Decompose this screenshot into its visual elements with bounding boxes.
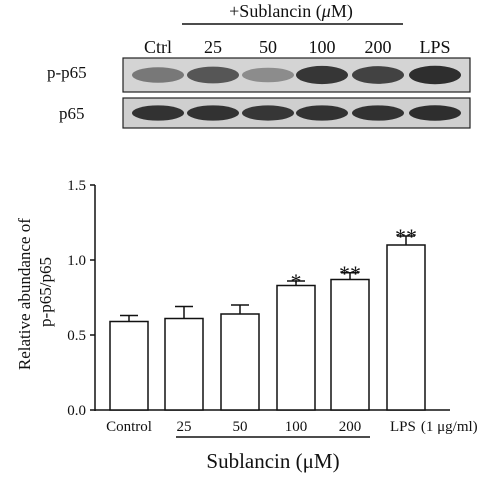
bar [276,284,316,411]
bands-p-p65 [132,65,461,85]
y-tick-label: 0.0 [67,403,86,419]
band-p65 [242,105,294,121]
lane-label: 100 [309,37,336,57]
y-ticks: 0.0 0.5 1.0 1.5 [67,178,95,419]
x-tick-label: 50 [233,419,248,435]
band-p-p65 [132,67,184,83]
band-p-p65 [409,65,461,85]
band-p65 [296,105,348,121]
band-p-p65 [187,66,239,84]
treatment-label: +Sublancin (μM) [229,1,353,22]
lane-label: LPS [419,37,450,57]
lane-label: Ctrl [144,37,172,57]
x-tick-label: 100 [285,419,308,435]
y-tick-label: 1.5 [67,178,86,194]
x-axis-label: Sublancin (μM) [206,449,339,473]
lane-labels: Ctrl 25 50 100 200 LPS [144,37,451,57]
band-p65 [187,105,239,121]
row-label-p-p65: p-p65 [47,63,87,82]
row-label-p65: p65 [59,104,85,123]
band-p65 [132,105,184,121]
significance-marker: ** [339,261,361,286]
bars: * **** [109,224,426,411]
lane-label: 25 [204,37,222,57]
bands-p65 [132,105,461,121]
x-tick-label: Control [106,419,152,435]
significance-marker: ** [395,224,417,249]
x-tick-labels: Control 25 50 100 200 LPS (1 μg/ml) [106,419,478,435]
bar [109,320,149,411]
western-blot-panel: +Sublancin (μM) Ctrl 25 50 100 200 LPS p-p65 … [47,1,471,129]
band-p-p65 [296,65,348,85]
lane-label: 50 [259,37,277,57]
y-axis-label: Relative abundance of p-p65/p65 [15,214,55,370]
bar [220,313,260,411]
y-tick-label: 0.5 [67,328,86,344]
band-p65 [352,105,404,121]
band-p-p65 [242,67,294,83]
bar [330,278,370,411]
x-tick-label: 200 [339,419,362,435]
bar-chart-panel: Relative abundance of p-p65/p65 0.0 0.5 1.… [15,178,478,473]
bar [164,317,204,411]
x-tick-label: 25 [177,419,192,435]
y-tick-label: 1.0 [67,253,86,269]
x-tick-label: LPS (1 μg/ml) [390,419,478,435]
band-p65 [409,105,461,121]
significance-marker: * [291,269,302,294]
band-p-p65 [352,66,404,84]
bar [386,244,426,411]
lane-label: 200 [365,37,392,57]
